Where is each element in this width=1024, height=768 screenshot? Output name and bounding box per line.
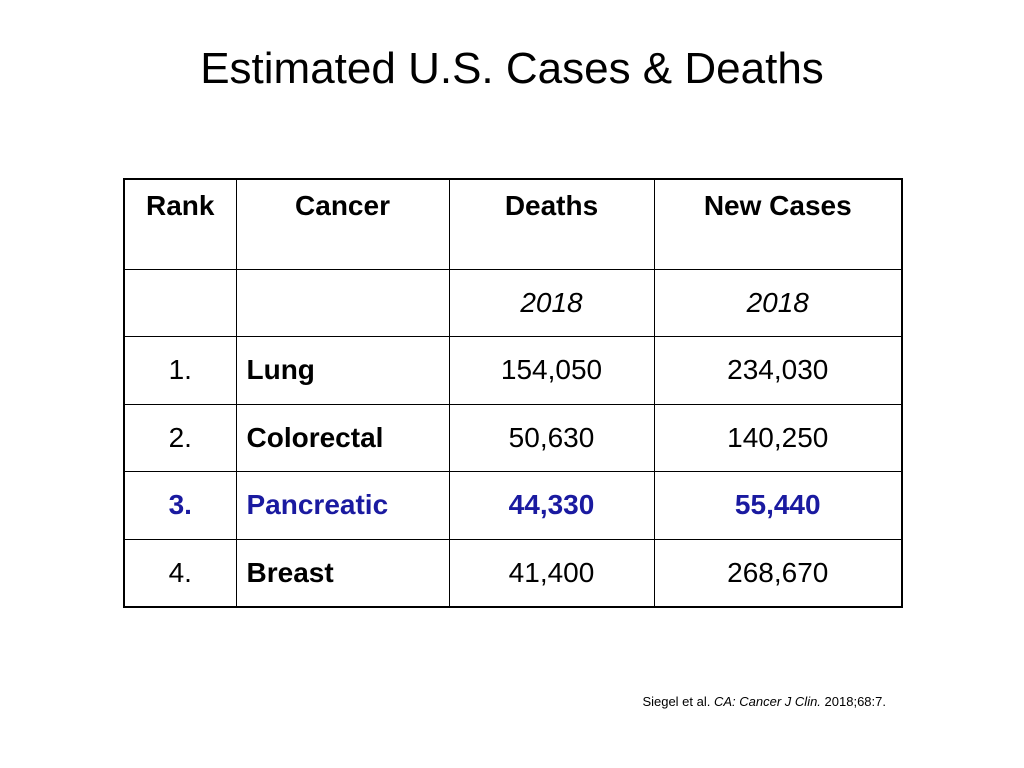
header-deaths: Deaths	[448, 178, 655, 270]
deaths-cell: 50,630	[448, 403, 655, 472]
cancer-cell: Colorectal	[235, 403, 450, 472]
year-new-cases: 2018	[653, 268, 903, 337]
rank-cell: 1.	[123, 336, 237, 405]
deaths-cell: 44,330	[448, 471, 655, 540]
table-row-highlighted: 3. Pancreatic 44,330 55,440	[123, 471, 903, 540]
year-cancer-cell	[235, 268, 450, 337]
table-header-row: Rank Cancer Deaths New Cases	[123, 178, 903, 270]
new-cases-cell: 55,440	[653, 471, 903, 540]
citation-details: 2018;68:7.	[824, 694, 886, 709]
new-cases-cell: 234,030	[653, 336, 903, 405]
table-row: 1. Lung 154,050 234,030	[123, 336, 903, 405]
new-cases-cell: 268,670	[653, 538, 903, 607]
rank-cell: 3.	[123, 471, 237, 540]
table-year-row: 2018 2018	[123, 268, 903, 337]
table-row: 4. Breast 41,400 268,670	[123, 538, 903, 607]
cancer-cell: Lung	[235, 336, 450, 405]
header-rank: Rank	[123, 178, 237, 270]
cancer-cell: Breast	[235, 538, 450, 607]
new-cases-cell: 140,250	[653, 403, 903, 472]
year-deaths: 2018	[448, 268, 655, 337]
header-cancer: Cancer	[235, 178, 450, 270]
table-row: 2. Colorectal 50,630 140,250	[123, 403, 903, 472]
citation: Siegel et al. CA: Cancer J Clin. 2018;68…	[642, 694, 886, 710]
rank-cell: 4.	[123, 538, 237, 607]
citation-authors: Siegel et al.	[642, 694, 711, 709]
slide-title: Estimated U.S. Cases & Deaths	[200, 44, 824, 93]
cancer-statistics-table: Rank Cancer Deaths New Cases 2018 2018 1…	[123, 178, 903, 608]
deaths-cell: 41,400	[448, 538, 655, 607]
citation-journal: CA: Cancer J Clin.	[714, 694, 821, 709]
header-new-cases: New Cases	[653, 178, 903, 270]
deaths-cell: 154,050	[448, 336, 655, 405]
year-rank-cell	[123, 268, 237, 337]
cancer-cell: Pancreatic	[235, 471, 450, 540]
rank-cell: 2.	[123, 403, 237, 472]
